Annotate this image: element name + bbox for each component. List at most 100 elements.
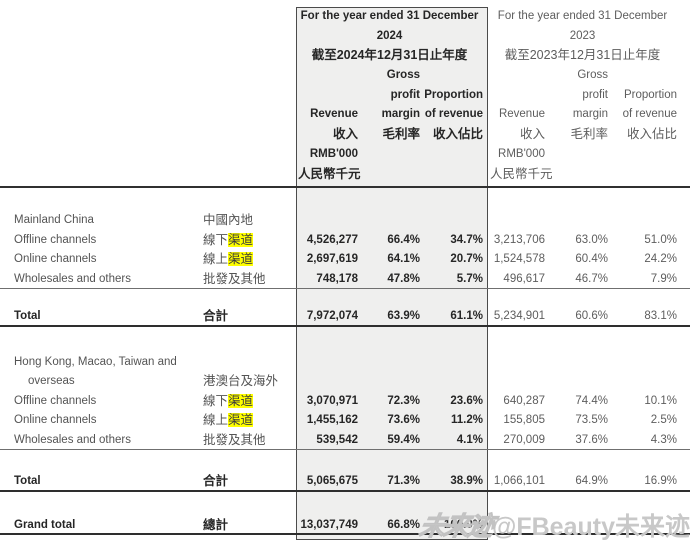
cell-margin-2023: 73.5% xyxy=(575,414,608,426)
period-2023-zh: 截至2023年12月31日止年度 xyxy=(504,48,661,63)
cell-margin-2024: 66.4% xyxy=(387,233,420,246)
table-row: Online channels 線上渠道 1,455,162 73.6% 11.… xyxy=(0,411,690,431)
cell-revenue-2023: 270,009 xyxy=(503,433,545,446)
spacer xyxy=(0,188,690,211)
margin-zh-2023: 毛利率 xyxy=(570,127,608,142)
profit-label-2024: profit xyxy=(390,88,420,101)
empty-cell xyxy=(488,516,545,535)
highlighted-term: 渠道 xyxy=(228,413,254,427)
header-row-zh-2024: 收入 毛利率 收入佔比 xyxy=(296,125,483,145)
margin-label-2023: margin xyxy=(572,108,608,121)
row-label-zh: 批發及其他 xyxy=(203,271,266,286)
total-row: Total 合計 5,065,675 71.3% 38.9% 1,066,101… xyxy=(0,472,690,492)
spacer xyxy=(0,289,690,307)
revenue-zh-2023: 收入 xyxy=(519,127,545,142)
cell-proportion-2023: 7.9% xyxy=(650,272,677,285)
cell-revenue-2024: 1,455,162 xyxy=(306,414,358,426)
cell-margin-2024: 71.3% xyxy=(387,475,420,487)
header-2024: For the year ended 31 December 2024 截至20… xyxy=(296,7,488,184)
cell-revenue-2023: 1,066,101 xyxy=(493,475,545,487)
section-title-row: Mainland China 中國內地 xyxy=(0,211,690,231)
cell-revenue-2024: 2,697,619 xyxy=(306,253,358,265)
row-label-en: Online channels xyxy=(14,253,97,265)
profit-label-2023: profit xyxy=(582,88,608,101)
spacer xyxy=(0,450,690,472)
cell-margin-2024: 47.8% xyxy=(387,272,420,285)
row-label-en: Wholesales and others xyxy=(14,433,131,446)
period-2023-line1: For the year ended 31 December xyxy=(497,10,668,22)
cell-proportion-2023: 83.1% xyxy=(644,310,677,322)
table-row: Online channels 線上渠道 2,697,619 64.1% 20.… xyxy=(0,250,690,270)
section-title-row: overseas 港澳台及海外 xyxy=(0,372,690,392)
cell-margin-2023: 74.4% xyxy=(575,394,608,407)
cell-margin-2024: 73.6% xyxy=(387,414,420,426)
header-row-gross-2024: Gross xyxy=(296,66,483,86)
cell-margin-2024: 63.9% xyxy=(387,310,420,322)
period-2024-zh: 截至2024年12月31日止年度 xyxy=(311,48,468,63)
cell-margin-2024: 59.4% xyxy=(387,433,420,446)
zh-prefix: 線下 xyxy=(203,232,229,247)
cell-proportion-2024: 38.9% xyxy=(450,475,483,487)
cell-margin-2024: 64.1% xyxy=(387,253,420,265)
year-2024-highlight-box xyxy=(296,7,488,540)
cell-revenue-2023: 3,213,706 xyxy=(493,233,545,246)
row-label-zh: 線下渠道 xyxy=(203,392,296,412)
revenue-label-2023: Revenue xyxy=(498,108,545,121)
section-title-en: Mainland China xyxy=(14,214,94,226)
grand-total-label-en: Grand total xyxy=(14,518,76,531)
cell-proportion-2023: 16.9% xyxy=(644,475,677,487)
unit-label-2023: RMB'000 xyxy=(498,147,545,160)
header-row-unit-2024: RMB'000 xyxy=(296,145,483,165)
cell-margin-2024: 72.3% xyxy=(387,394,420,407)
margin-zh-2024: 毛利率 xyxy=(382,127,420,142)
cell-proportion-2023: 10.1% xyxy=(644,394,677,407)
cell-revenue-2024: 3,070,971 xyxy=(306,394,358,407)
spacer-cell xyxy=(545,165,608,185)
spacer xyxy=(0,327,690,353)
row-label-zh: 線上渠道 xyxy=(203,250,296,270)
cell-margin-2023: 37.6% xyxy=(575,433,608,446)
cell-proportion-2024: 20.7% xyxy=(450,253,483,265)
cell-revenue-2023: 640,287 xyxy=(503,394,545,407)
total-label-en: Total xyxy=(14,310,41,322)
spacer xyxy=(0,492,690,516)
period-2024-line1: For the year ended 31 December xyxy=(300,10,479,22)
cell-proportion-2024: 11.2% xyxy=(451,414,483,426)
cell-margin-2023: 46.7% xyxy=(575,272,608,285)
proportion-zh-2024: 收入佔比 xyxy=(432,127,483,142)
header-2023: For the year ended 31 December 2023 截至20… xyxy=(488,7,690,184)
header-row-revenue-2023: Revenue margin of revenue xyxy=(488,105,677,125)
cell-revenue-2023: 155,805 xyxy=(503,414,545,426)
empty-cell xyxy=(608,516,690,535)
cell-revenue-2023: 496,617 xyxy=(503,272,545,285)
gross-label-2024: Gross xyxy=(386,69,420,82)
row-label-en: Wholesales and others xyxy=(14,272,131,285)
spacer-cell xyxy=(358,145,420,165)
period-2023-year: 2023 xyxy=(569,29,596,42)
of-revenue-label-2024: of revenue xyxy=(424,108,483,121)
cell-margin-2023: 63.0% xyxy=(575,233,608,246)
header-row-revenue-2024: Revenue margin of revenue xyxy=(296,105,483,125)
cell-revenue-2023: 1,524,578 xyxy=(493,253,545,265)
spacer-cell xyxy=(488,66,545,86)
cell-proportion-2024: 5.7% xyxy=(456,272,483,285)
spacer-cell xyxy=(296,86,358,106)
cell-proportion-2024: 100.0% xyxy=(443,518,483,531)
spacer-cell xyxy=(420,145,483,165)
section-title-en2: overseas xyxy=(28,375,75,387)
header-row-unit-zh-2023: 人民幣千元 xyxy=(488,165,677,185)
cell-margin-2024: 66.8% xyxy=(387,518,420,531)
zh-prefix: 線上 xyxy=(203,252,229,266)
total-label-zh: 合計 xyxy=(203,309,229,323)
cell-margin-2023: 64.9% xyxy=(575,475,608,487)
spacer-cell xyxy=(608,145,677,165)
unit-zh-2023: 人民幣千元 xyxy=(490,166,553,181)
spacer-cell xyxy=(608,66,677,86)
highlighted-term: 渠道 xyxy=(228,232,254,247)
table-row: Wholesales and others 批發及其他 539,542 59.4… xyxy=(0,431,690,450)
cell-revenue-2024: 13,037,749 xyxy=(300,518,358,531)
spacer-cell xyxy=(545,145,608,165)
margin-label-2024: margin xyxy=(381,108,420,121)
unit-zh-2024: 人民幣千元 xyxy=(298,166,361,181)
cell-margin-2023: 60.4% xyxy=(575,253,608,265)
